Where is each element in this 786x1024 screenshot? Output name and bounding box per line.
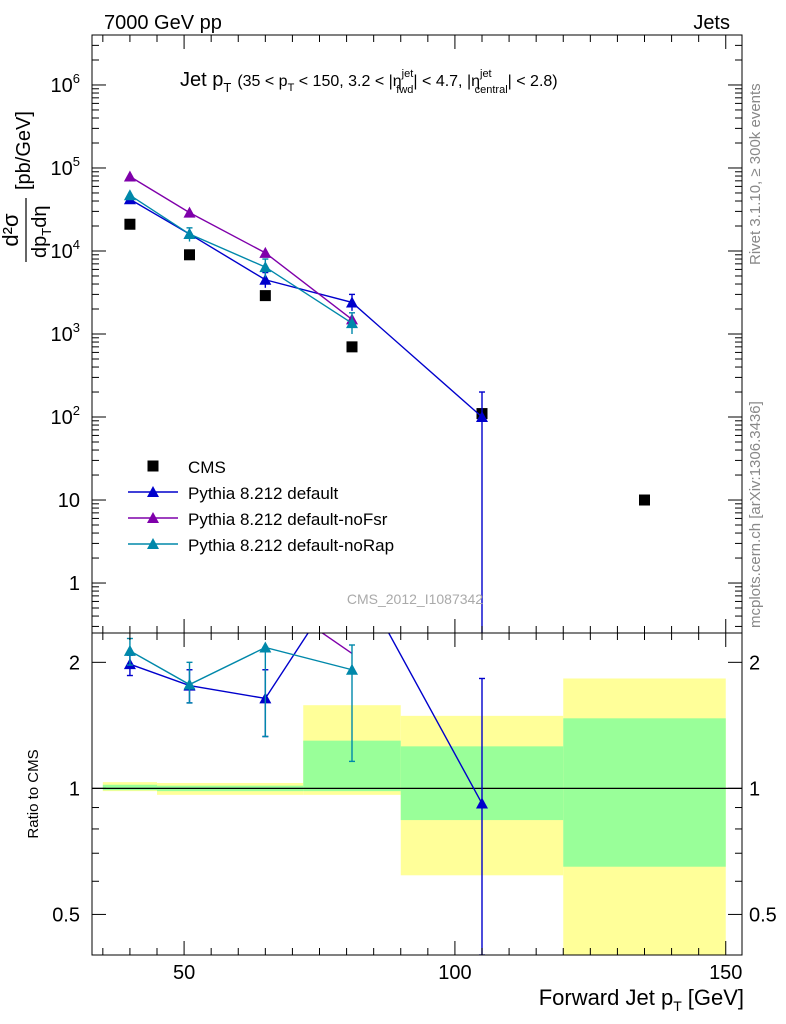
y-tick-label: 1 <box>69 573 80 595</box>
ratio-y-tick-label-right: 1 <box>749 778 760 800</box>
ratio-plot-ticks: 0.5 0.5 1 1 2 2 50 100 150 <box>52 633 777 984</box>
data-point-pythia-8-212-default-norap <box>183 228 196 240</box>
x-tick-label: 100 <box>438 962 471 984</box>
data-point-pythia-8-212-default <box>476 411 488 423</box>
rivet-label: Rivet 3.1.10, ≥ 300k events <box>747 83 764 265</box>
y-tick-label: 10 <box>58 490 80 512</box>
series-line-pythia-8-212-default-norap <box>129 194 353 324</box>
legend-marker <box>147 486 159 497</box>
ratio-series <box>123 633 488 955</box>
data-point-cms <box>346 341 358 353</box>
data-point-pythia-8-212-default-nofsr <box>259 246 272 258</box>
ratio-point-pythia-8-212-default-norap <box>259 641 272 653</box>
main-plot-data <box>123 170 650 633</box>
x-tick-label: 150 <box>709 962 742 984</box>
y-tick-label: 102 <box>51 403 80 429</box>
ratio-ylabel: Ratio to CMS <box>25 749 42 838</box>
header-left: 7000 GeV pp <box>104 12 222 34</box>
ratio-y-tick-label-left: 1 <box>69 778 80 800</box>
xaxis-label: Forward Jet pT [GeV] <box>539 985 744 1014</box>
legend: CMS Pythia 8.212 default Pythia 8.212 defa… <box>128 458 394 555</box>
main-plot-ticks: 1 10 102 103 104 105 106 <box>51 34 742 633</box>
series-line-pythia-8-212-default <box>129 198 483 418</box>
ratio-plot-frame <box>91 632 743 956</box>
ratio-y-tick-label-left: 2 <box>69 652 80 674</box>
y-tick-label: 106 <box>51 71 80 97</box>
data-point-pythia-8-212-default <box>346 296 358 308</box>
main-title: Jet pT (35 < pT < 150, 3.2 < |ηjet fwd| < … <box>180 68 558 96</box>
main-ylabel: d²σ dpTdη [pb/GeV] <box>0 111 54 262</box>
data-point-cms <box>639 494 650 506</box>
y-tick-label: 103 <box>51 320 80 346</box>
y-tick-label: 105 <box>51 154 80 180</box>
ylabel-denominator: dpTdη <box>29 206 54 258</box>
uncertainty-band-green <box>563 718 726 867</box>
ratio-y-tick-label-left: 0.5 <box>52 904 80 926</box>
data-point-pythia-8-212-default-nofsr <box>123 170 136 182</box>
mcplots-label: mcplots.cern.ch [arXiv:1306.3436] <box>747 401 764 628</box>
ratio-line-pythia-8-212-default-norap <box>129 646 353 686</box>
y-tick-label: 104 <box>51 237 80 263</box>
legend-label: Pythia 8.212 default-noFsr <box>188 510 388 529</box>
legend-marker <box>147 512 159 523</box>
legend-marker-cms <box>147 460 159 472</box>
data-point-cms <box>124 218 136 230</box>
data-point-cms <box>259 290 271 302</box>
data-point-pythia-8-212-default-nofsr <box>183 206 196 218</box>
ratio-point-pythia-8-212-default <box>476 797 488 809</box>
ratio-y-tick-label-right: 2 <box>749 652 760 674</box>
legend-label: Pythia 8.212 default <box>188 484 339 503</box>
legend-label: Pythia 8.212 default-noRap <box>188 536 394 555</box>
data-point-pythia-8-212-default-norap <box>346 317 358 329</box>
watermark: CMS_2012_I1087342 <box>347 591 483 607</box>
ylabel-unit: [pb/GeV] <box>13 111 35 190</box>
ratio-point-pythia-8-212-default-norap <box>346 663 358 675</box>
data-point-pythia-8-212-default-norap <box>259 261 272 273</box>
ratio-y-tick-label-right: 0.5 <box>749 904 777 926</box>
ratio-plot-data <box>92 633 742 955</box>
header-right: Jets <box>693 12 730 34</box>
data-point-pythia-8-212-default-norap <box>123 189 136 201</box>
ratio-line-pythia-8-212-default-nofsr <box>321 633 353 655</box>
data-point-cms <box>184 249 195 261</box>
ratio-point-pythia-8-212-default-norap <box>183 678 196 690</box>
legend-marker <box>147 538 159 549</box>
series-line-pythia-8-212-default-nofsr <box>129 175 353 320</box>
uncertainty-band-green <box>102 784 157 791</box>
data-point-pythia-8-212-default <box>259 273 272 285</box>
legend-label: CMS <box>188 458 226 477</box>
x-tick-label: 50 <box>173 962 195 984</box>
ylabel-numerator: d²σ <box>0 213 23 247</box>
ratio-point-pythia-8-212-default-norap <box>123 644 136 656</box>
